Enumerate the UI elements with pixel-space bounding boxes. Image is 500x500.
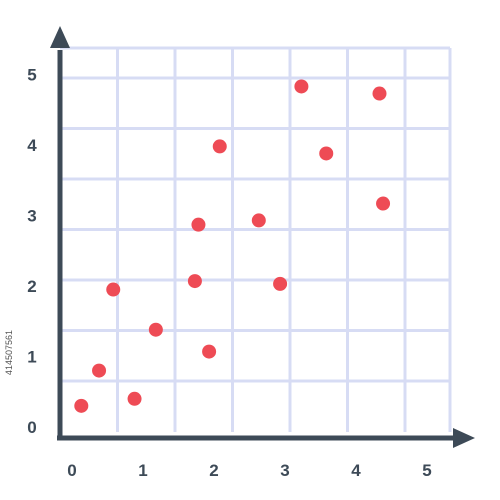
x-tick-label: 0 [67,461,76,480]
x-tick-label: 1 [138,461,147,480]
y-tick-label: 1 [27,348,36,367]
y-axis-arrow-icon [50,26,70,48]
data-point [319,146,334,161]
tick-labels: 0 1 2 3 4 5 0 1 2 3 4 5 [27,66,431,481]
data-point [372,86,387,101]
data-point [376,196,391,211]
data-point [294,79,309,94]
y-tick-label: 0 [27,418,36,437]
data-point [92,363,107,378]
y-tick-label: 2 [27,277,36,296]
x-tick-label: 5 [422,461,431,480]
x-tick-label: 3 [280,461,289,480]
data-point [127,391,142,406]
y-tick-label: 4 [27,136,37,155]
data-point [148,322,163,337]
y-tick-label: 3 [27,207,36,226]
data-points [74,79,391,413]
x-tick-label: 2 [209,461,218,480]
data-point [187,274,202,289]
data-point [191,217,206,232]
x-tick-label: 4 [351,461,361,480]
axes [50,26,475,448]
y-tick-label: 5 [27,66,36,85]
stock-id-watermark: 414507561 [4,330,14,376]
data-point [106,282,121,297]
data-point [273,276,288,291]
grid [60,46,452,432]
x-axis-arrow-icon [453,428,475,448]
data-point [202,344,217,359]
data-point [251,213,266,228]
data-point [74,398,89,413]
data-point [212,139,227,154]
